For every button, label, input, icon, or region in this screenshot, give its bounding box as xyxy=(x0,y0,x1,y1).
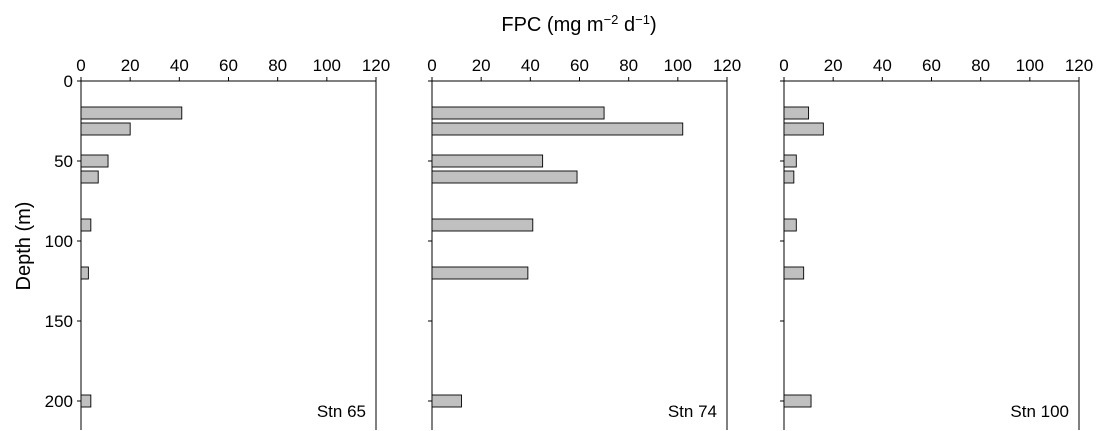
y-tick-label: 200 xyxy=(45,392,73,411)
x-tick-label: 60 xyxy=(219,56,238,75)
panel-stn-65: 0 20 40 60 80 100 120 0 50 100 150 200 Stn 65 xyxy=(45,56,390,430)
x-tick-label: 60 xyxy=(922,56,941,75)
bar-stn-100-90m xyxy=(783,218,797,232)
bar-stn-65-30m xyxy=(80,122,131,136)
x-tick-label: 40 xyxy=(873,56,892,75)
bar-stn-74-200m xyxy=(431,394,462,408)
x-tick-label: 100 xyxy=(1016,56,1044,75)
x-tick-label: 60 xyxy=(570,56,589,75)
x-tick-label: 20 xyxy=(121,56,140,75)
x-tick-label: 80 xyxy=(268,56,287,75)
bar-stn-65-90m xyxy=(80,218,92,232)
x-tick-label: 20 xyxy=(824,56,843,75)
bar-stn-100-60m xyxy=(783,170,795,184)
bar-stn-65-50m xyxy=(80,154,109,168)
y-tick-label: 0 xyxy=(64,72,73,91)
bar-stn-100-200m xyxy=(783,394,812,408)
y-tick-label: 100 xyxy=(45,232,73,251)
panel-stn-74: 0 20 40 60 80 100 120 Stn 74 xyxy=(427,56,741,430)
bar-stn-74-20m xyxy=(431,106,605,120)
x-tick-label: 40 xyxy=(521,56,540,75)
bar-stn-65-200m xyxy=(80,394,92,408)
x-tick-label: 100 xyxy=(313,56,341,75)
x-tick-label: 120 xyxy=(1065,56,1093,75)
bar-stn-74-50m xyxy=(431,154,544,168)
y-tick-label: 50 xyxy=(54,152,73,171)
bar-stn-100-30m xyxy=(783,122,824,136)
bar-stn-74-60m xyxy=(431,170,578,184)
x-tick-label: 120 xyxy=(362,56,390,75)
panel-label: Stn 74 xyxy=(668,402,717,421)
x-tick-label: 40 xyxy=(170,56,189,75)
x-axis-title: FPC (mg m−2 d−1) xyxy=(501,12,656,37)
x-tick-label: 80 xyxy=(971,56,990,75)
panel-stn-100: 0 20 40 60 80 100 120 Stn 100 xyxy=(779,56,1093,430)
bar-stn-74-30m xyxy=(431,122,684,136)
x-tick-label: 80 xyxy=(619,56,638,75)
bar-stn-74-90m xyxy=(431,218,534,232)
x-tick-label: 100 xyxy=(664,56,692,75)
panel-label: Stn 65 xyxy=(317,402,366,421)
y-tick-label: 150 xyxy=(45,312,73,331)
bar-stn-100-20m xyxy=(783,106,810,120)
bar-stn-65-20m xyxy=(80,106,183,120)
bar-stn-65-60m xyxy=(80,170,99,184)
x-tick-label: 0 xyxy=(76,56,85,75)
x-tick-label: 0 xyxy=(779,56,788,75)
x-tick-label: 0 xyxy=(427,56,436,75)
panel-label: Stn 100 xyxy=(1010,402,1069,421)
x-tick-label: 20 xyxy=(472,56,491,75)
bar-stn-100-120m xyxy=(783,266,805,280)
bar-stn-65-120m xyxy=(80,266,89,280)
bar-stn-74-120m xyxy=(431,266,529,280)
bar-stn-100-50m xyxy=(783,154,797,168)
x-tick-label: 120 xyxy=(713,56,741,75)
y-axis-title: Depth (m) xyxy=(13,202,35,291)
